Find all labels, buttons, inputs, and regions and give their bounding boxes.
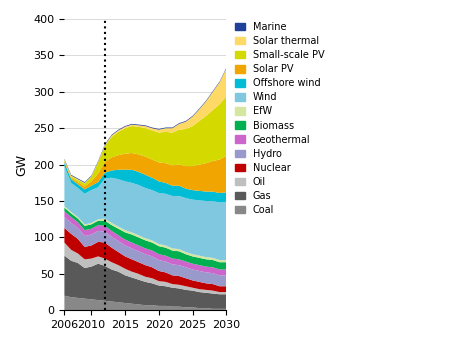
- Legend: Marine, Solar thermal, Small-scale PV, Solar PV, Offshore wind, Wind, EfW, Bioma: Marine, Solar thermal, Small-scale PV, S…: [231, 18, 328, 219]
- Y-axis label: GW: GW: [15, 154, 28, 176]
